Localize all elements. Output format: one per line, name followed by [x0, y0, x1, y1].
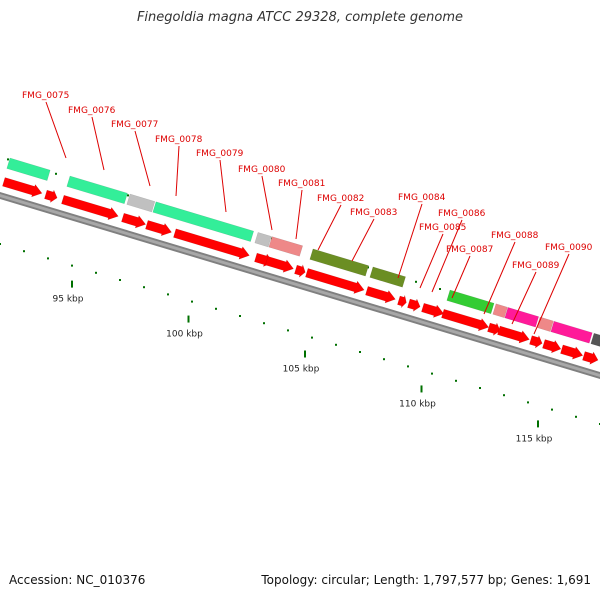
feature-box: [309, 248, 369, 277]
feature-box: [66, 175, 128, 205]
gene-label: FMG_0090: [545, 243, 593, 253]
gene-label: FMG_0081: [278, 179, 325, 189]
feature-box: [126, 193, 156, 213]
backbone-layer: [0, 192, 600, 379]
feature-box: [550, 320, 593, 344]
cds-arrow: [294, 263, 306, 278]
scale-label: 110 kbp: [399, 399, 436, 409]
leader-line: [45, 101, 67, 159]
scale-label-layer: 95 kbp 100 kbp 105 kbp 110 kbp 115 kbp: [53, 295, 553, 445]
leader-line: [397, 203, 423, 279]
leader-line: [91, 116, 105, 171]
feature-box: [446, 289, 495, 315]
scale-label: 100 kbp: [166, 330, 203, 340]
leader-line: [511, 271, 537, 325]
cds-arrow: [44, 189, 58, 204]
gene-label: FMG_0085: [419, 223, 466, 233]
gene-label: FMG_0075: [22, 91, 69, 101]
cds-arrow: [407, 298, 421, 312]
feature-box: [492, 303, 508, 319]
cds-arrow: [497, 325, 530, 344]
cds-arrow: [529, 334, 543, 349]
feature-box: [152, 201, 255, 242]
gene-label: FMG_0079: [196, 149, 244, 159]
cds-arrow: [441, 308, 490, 332]
gene-label: FMG_0083: [350, 208, 397, 218]
gene-label: FMG_0087: [446, 245, 493, 255]
leader-line: [351, 218, 375, 262]
gene-label: FMG_0078: [155, 135, 203, 145]
gene-label: FMG_0089: [512, 261, 560, 271]
cds-arrow: [145, 220, 173, 237]
gene-label: FMG_0080: [238, 165, 286, 175]
cds-arrow: [173, 228, 250, 260]
gene-label: FMG_0077: [111, 120, 158, 130]
leader-line: [419, 233, 444, 289]
cds-arrow: [2, 177, 43, 198]
map-title: Finegoldia magna ATCC 29328, complete ge…: [136, 10, 464, 25]
scale-label: 105 kbp: [283, 365, 320, 375]
leader-line: [451, 255, 471, 299]
cds-arrow: [560, 344, 584, 360]
feature-box: [6, 157, 51, 181]
gene-label: FMG_0082: [317, 194, 364, 204]
feature-box: [254, 232, 272, 248]
tick-marks: [0, 158, 600, 428]
gene-label-layer: FMG_0075 FMG_0076 FMG_0077 FMG_0078 FMG_0079…: [22, 91, 593, 335]
leader-line: [219, 159, 227, 213]
feature-box: [369, 266, 406, 288]
leader-line: [317, 204, 342, 251]
gene-label: FMG_0088: [491, 231, 539, 241]
feature-box: [590, 332, 600, 347]
cds-arrow: [121, 212, 147, 229]
feature-box: [268, 236, 304, 257]
leader-line: [175, 145, 180, 197]
cds-arrow: [365, 286, 396, 304]
cds-arrow: [421, 302, 445, 318]
leader-line: [134, 130, 151, 187]
leader-line: [295, 189, 303, 240]
cds-arrow: [61, 194, 119, 221]
accession-label: Accession: NC_010376: [9, 573, 146, 587]
feature-track: [6, 157, 600, 347]
leader-line: [431, 219, 463, 293]
scale-label: 115 kbp: [516, 434, 553, 444]
cds-arrow: [542, 339, 562, 354]
gene-label: FMG_0076: [68, 106, 116, 116]
leader-line: [533, 253, 570, 335]
feature-box: [536, 316, 554, 332]
scale-label: 95 kbp: [53, 295, 84, 305]
leader-line: [483, 241, 516, 315]
gene-label: FMG_0086: [438, 209, 486, 219]
feature-box: [504, 307, 540, 328]
cds-arrow: [397, 294, 407, 309]
gene-label: FMG_0084: [398, 193, 446, 203]
backbone-highlight: [0, 194, 600, 377]
cds-arrow: [487, 322, 501, 336]
cds-arrow: [265, 256, 294, 273]
leader-line: [261, 175, 273, 231]
topology-label: Topology: circular; Length: 1,797,577 bp…: [261, 573, 591, 587]
cds-arrow: [305, 268, 365, 294]
cds-track: [2, 177, 599, 365]
cds-arrow: [582, 351, 599, 365]
